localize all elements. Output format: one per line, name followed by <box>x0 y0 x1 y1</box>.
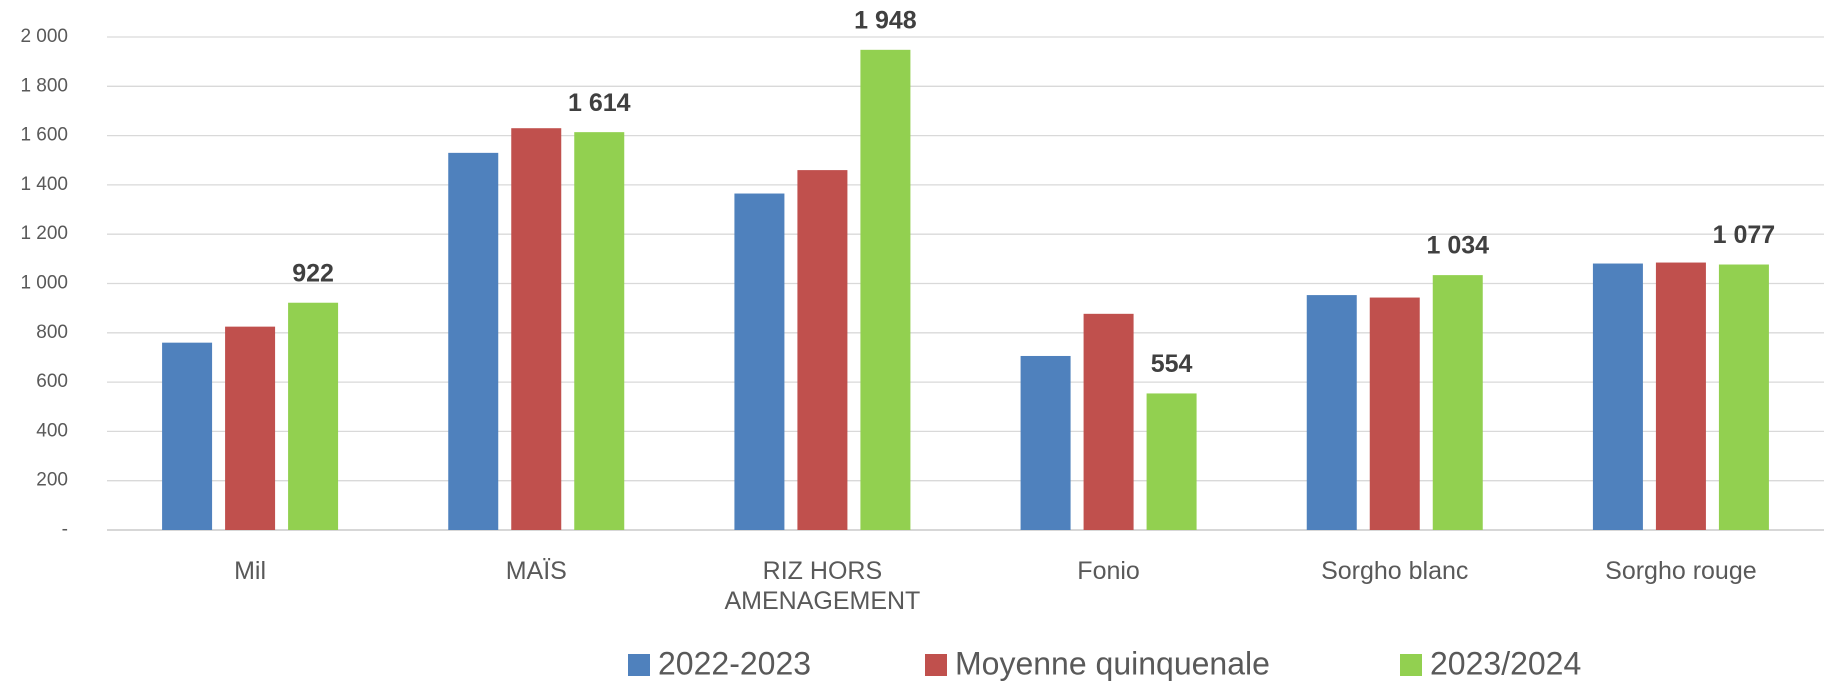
y-tick-label: 200 <box>36 470 68 491</box>
bar <box>1369 297 1420 530</box>
data-label: 1 614 <box>568 89 631 117</box>
bar <box>1592 263 1643 530</box>
legend-swatch <box>1400 654 1422 676</box>
x-tick-label: Sorgho blanc <box>1321 557 1469 585</box>
bar <box>1718 264 1769 530</box>
bar <box>574 132 625 531</box>
bar <box>288 302 339 530</box>
legend-swatch <box>628 654 650 676</box>
legend-label: Moyenne quinquenale <box>955 645 1270 681</box>
bar <box>860 49 911 531</box>
data-label: 1 948 <box>854 6 917 34</box>
legend-swatch <box>925 654 947 676</box>
x-tick-label: RIZ HORS AMENAGEMENT <box>724 557 921 615</box>
y-tick-label: 800 <box>36 322 68 343</box>
data-label: 554 <box>1151 350 1193 378</box>
y-tick-label: 600 <box>36 371 68 392</box>
bar <box>1306 295 1357 530</box>
bar <box>225 326 276 530</box>
bar <box>734 193 785 530</box>
x-tick-label: MAÏS <box>505 557 567 585</box>
bar <box>1146 393 1197 530</box>
x-tick-label: Sorgho rouge <box>1605 557 1757 585</box>
y-tick-label: - <box>62 519 68 540</box>
y-tick-label: 2 000 <box>20 26 68 47</box>
bar <box>1020 355 1071 530</box>
bar <box>797 170 848 531</box>
bar <box>1432 275 1483 530</box>
data-label: 1 077 <box>1713 221 1776 249</box>
bar <box>511 128 562 530</box>
bar <box>162 342 213 530</box>
data-label: 922 <box>292 259 334 287</box>
y-tick-label: 1 200 <box>20 223 68 244</box>
y-tick-label: 1 800 <box>20 75 68 96</box>
x-tick-label: Mil <box>234 557 267 585</box>
data-label: 1 034 <box>1426 232 1489 260</box>
y-tick-label: 1 000 <box>20 273 68 294</box>
legend-label: 2022-2023 <box>658 645 811 681</box>
y-tick-label: 1 400 <box>20 174 68 195</box>
bar <box>448 152 499 531</box>
bar <box>1655 262 1706 530</box>
y-tick-label: 400 <box>36 420 68 441</box>
legend-label: 2023/2024 <box>1430 645 1581 681</box>
y-tick-label: 1 600 <box>20 125 68 146</box>
x-tick-label: Fonio <box>1077 557 1140 585</box>
bar <box>1083 313 1134 530</box>
